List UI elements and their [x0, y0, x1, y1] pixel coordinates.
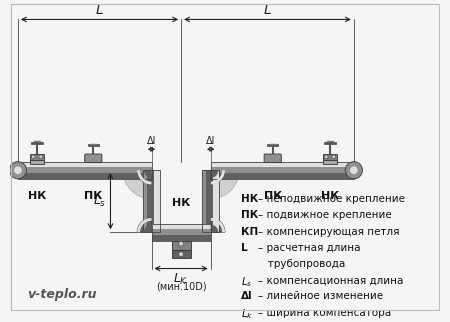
FancyBboxPatch shape [264, 154, 281, 163]
Circle shape [39, 155, 43, 159]
Bar [202, 170, 219, 232]
Text: ПК: ПК [241, 210, 258, 220]
Text: – расчетная длина: – расчетная длина [258, 243, 361, 253]
Bar [152, 224, 211, 229]
Circle shape [179, 252, 184, 257]
Bar [202, 170, 207, 232]
Wedge shape [211, 170, 218, 178]
Text: $L_s$: $L_s$ [241, 275, 252, 289]
Circle shape [350, 166, 358, 174]
Text: – компенсирующая петля: – компенсирующая петля [258, 227, 400, 237]
Bar [323, 160, 337, 165]
Wedge shape [144, 225, 152, 232]
Bar [213, 170, 219, 232]
Circle shape [179, 241, 184, 246]
Wedge shape [211, 170, 225, 185]
Bar [152, 224, 211, 241]
Bar [143, 170, 160, 232]
Bar [152, 224, 211, 241]
Bar [30, 160, 44, 165]
Wedge shape [137, 218, 152, 232]
Text: L: L [96, 3, 104, 16]
Text: ПК: ПК [264, 191, 282, 201]
Text: трубопровода: трубопровода [258, 259, 346, 269]
Bar [143, 170, 147, 232]
Circle shape [9, 162, 27, 179]
Text: $L_K$: $L_K$ [173, 272, 189, 288]
Wedge shape [137, 170, 152, 185]
Text: Δl: Δl [147, 137, 156, 147]
Bar [154, 170, 160, 232]
Circle shape [31, 155, 35, 159]
Bar [18, 162, 152, 179]
Bar [171, 241, 191, 251]
Text: – линейное изменение: – линейное изменение [258, 291, 383, 301]
Bar [211, 162, 354, 167]
Text: (мин.10D): (мин.10D) [156, 282, 207, 292]
Text: КП: КП [241, 227, 258, 237]
Bar [171, 251, 191, 258]
Bar [202, 170, 219, 232]
Text: L: L [241, 243, 248, 253]
Wedge shape [211, 170, 225, 185]
FancyBboxPatch shape [85, 154, 102, 163]
Text: Δl: Δl [206, 137, 216, 147]
Circle shape [324, 155, 328, 159]
Text: $L_k$: $L_k$ [241, 308, 253, 321]
Text: НК: НК [28, 191, 46, 201]
Wedge shape [144, 170, 152, 178]
Bar [18, 162, 152, 167]
Text: НК: НК [321, 191, 339, 201]
Wedge shape [211, 225, 218, 232]
Text: $L_s$: $L_s$ [93, 194, 107, 209]
Text: L: L [264, 3, 271, 16]
Wedge shape [137, 218, 152, 232]
Text: – ширина компенсатора: – ширина компенсатора [258, 308, 392, 317]
Wedge shape [211, 170, 239, 199]
Wedge shape [137, 170, 152, 185]
Bar [323, 154, 337, 162]
Bar [211, 167, 354, 173]
Text: ПК: ПК [84, 191, 103, 201]
Text: – неподвижное крепление: – неподвижное крепление [258, 194, 405, 204]
Bar [143, 170, 160, 232]
Bar [30, 154, 44, 162]
Bar [18, 162, 152, 179]
Text: – компенсационная длина: – компенсационная длина [258, 275, 404, 285]
Text: v-teplo.ru: v-teplo.ru [27, 288, 97, 301]
Text: – подвижное крепление: – подвижное крепление [258, 210, 392, 220]
Wedge shape [211, 218, 225, 232]
Bar [152, 229, 211, 235]
Text: НК: НК [172, 198, 190, 208]
Circle shape [14, 166, 22, 174]
Bar [18, 167, 152, 173]
Text: НК: НК [241, 194, 258, 204]
Wedge shape [211, 218, 225, 232]
Wedge shape [123, 170, 152, 199]
Bar [211, 162, 354, 179]
Text: Δl: Δl [241, 291, 253, 301]
Bar [211, 162, 354, 179]
Circle shape [332, 155, 336, 159]
Circle shape [345, 162, 362, 179]
